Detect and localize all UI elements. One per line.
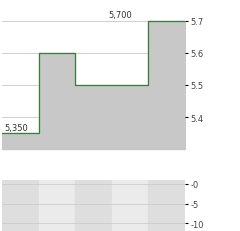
Text: 5,700: 5,700 (108, 11, 132, 20)
Bar (75, 180, 112, 231)
Bar (148, 180, 185, 231)
Bar (112, 180, 148, 231)
Bar (2, 180, 39, 231)
Text: 5,350: 5,350 (4, 124, 28, 133)
Bar (39, 180, 75, 231)
